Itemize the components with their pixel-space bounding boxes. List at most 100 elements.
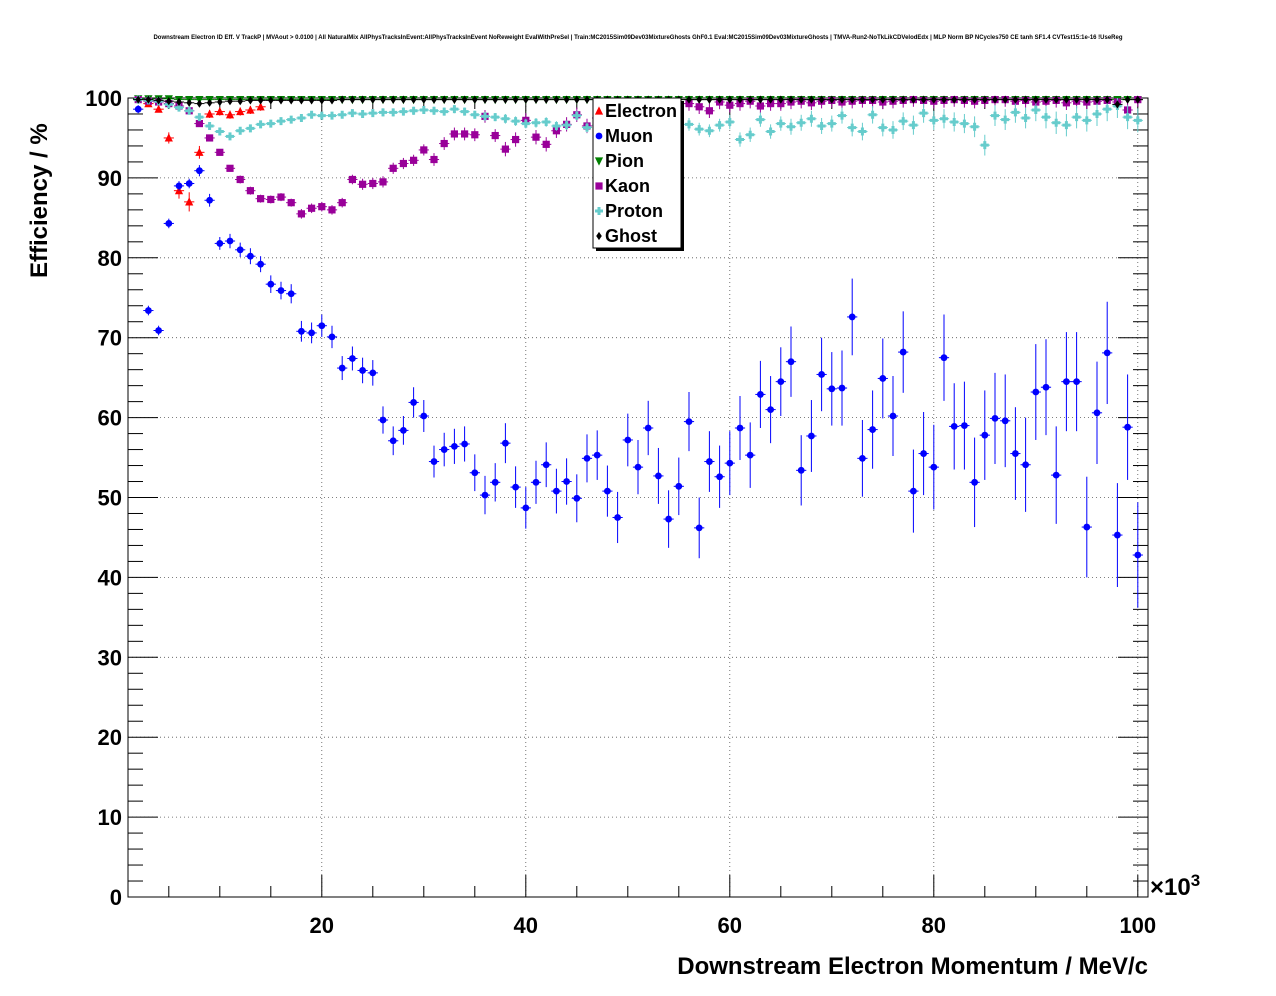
data-point	[267, 195, 275, 204]
data-point	[451, 442, 458, 450]
data-point	[420, 146, 428, 154]
data-point	[521, 119, 530, 128]
data-point	[512, 483, 519, 491]
data-point	[766, 127, 775, 136]
data-point	[359, 367, 366, 374]
data-point	[593, 451, 601, 459]
data-point	[328, 333, 336, 341]
data-point	[532, 118, 540, 127]
data-point	[1022, 95, 1029, 104]
data-point	[236, 126, 245, 135]
data-point	[1084, 95, 1090, 104]
data-point	[706, 95, 713, 104]
data-point	[1043, 95, 1049, 104]
legend-marker	[594, 106, 604, 115]
data-point	[349, 355, 356, 362]
data-point	[726, 101, 734, 109]
data-point	[491, 113, 500, 122]
data-point	[614, 514, 621, 521]
data-point	[961, 422, 968, 429]
data-point	[574, 95, 580, 104]
axis-ticks: 20 40 60 80 100 0 10 20 30 40 50 60 70 80 90 100	[85, 86, 1156, 938]
data-point	[797, 118, 806, 127]
data-point	[980, 141, 989, 150]
data-point	[1001, 115, 1010, 124]
data-point	[583, 454, 591, 462]
data-point	[195, 119, 203, 128]
data-point	[329, 96, 335, 105]
data-point	[747, 95, 753, 104]
data-point	[910, 487, 917, 495]
data-point	[369, 369, 377, 377]
data-point	[369, 179, 377, 188]
data-point	[705, 107, 713, 115]
legend-marker	[594, 157, 604, 166]
data-point	[787, 358, 795, 366]
data-point	[288, 96, 294, 105]
data-point	[1022, 461, 1029, 469]
data-point	[440, 446, 448, 453]
data-point	[726, 459, 734, 467]
data-point	[533, 95, 539, 104]
data-point	[910, 95, 917, 104]
data-point	[348, 109, 357, 118]
data-point	[920, 450, 927, 457]
data-point	[1124, 95, 1131, 104]
data-point	[226, 164, 234, 172]
data-point	[399, 107, 408, 116]
data-point	[624, 436, 632, 444]
data-point	[502, 95, 509, 104]
data-point	[217, 97, 223, 107]
data-point	[328, 111, 336, 120]
x-tick-label: 60	[718, 913, 742, 938]
data-point	[981, 431, 989, 439]
data-point	[1033, 95, 1039, 104]
data-point	[328, 206, 336, 214]
data-point	[298, 327, 305, 335]
legend-label: Proton	[605, 201, 663, 221]
data-point	[226, 132, 234, 141]
data-point	[675, 482, 683, 490]
data-point	[501, 114, 510, 123]
legend-label: Electron	[605, 101, 677, 121]
data-point	[246, 124, 255, 133]
data-point	[256, 120, 265, 129]
data-point	[746, 451, 754, 459]
data-point	[359, 180, 367, 188]
data-point	[175, 103, 183, 112]
data-point	[236, 175, 244, 184]
y-axis-title: Efficiency / %	[26, 123, 53, 278]
data-point	[685, 418, 693, 425]
data-point	[788, 95, 794, 104]
data-point	[410, 95, 417, 104]
data-point	[869, 426, 876, 433]
data-point	[991, 111, 999, 120]
data-point	[1052, 118, 1061, 127]
data-point	[185, 180, 193, 187]
data-point	[379, 108, 387, 117]
data-point	[644, 424, 652, 432]
data-point	[634, 463, 642, 471]
legend-marker	[595, 207, 603, 215]
data-point	[1021, 113, 1030, 122]
data-point	[715, 121, 724, 130]
data-point	[929, 116, 938, 125]
data-point	[808, 95, 815, 104]
data-point	[818, 371, 825, 378]
data-point	[869, 95, 876, 104]
data-point	[430, 155, 438, 164]
data-point	[685, 120, 693, 129]
data-point	[389, 437, 397, 445]
data-point	[154, 104, 163, 113]
x-exponent-power: 3	[1191, 871, 1200, 890]
y-tick-label: 50	[98, 486, 122, 511]
data-point	[1094, 95, 1100, 104]
data-point	[890, 95, 896, 104]
data-point	[1052, 471, 1060, 479]
data-point	[481, 112, 489, 121]
data-point	[1031, 105, 1040, 114]
x-exponent-base: ×10	[1150, 874, 1191, 901]
data-point	[267, 280, 275, 288]
data-point	[400, 95, 407, 104]
y-tick-label: 30	[98, 645, 122, 670]
